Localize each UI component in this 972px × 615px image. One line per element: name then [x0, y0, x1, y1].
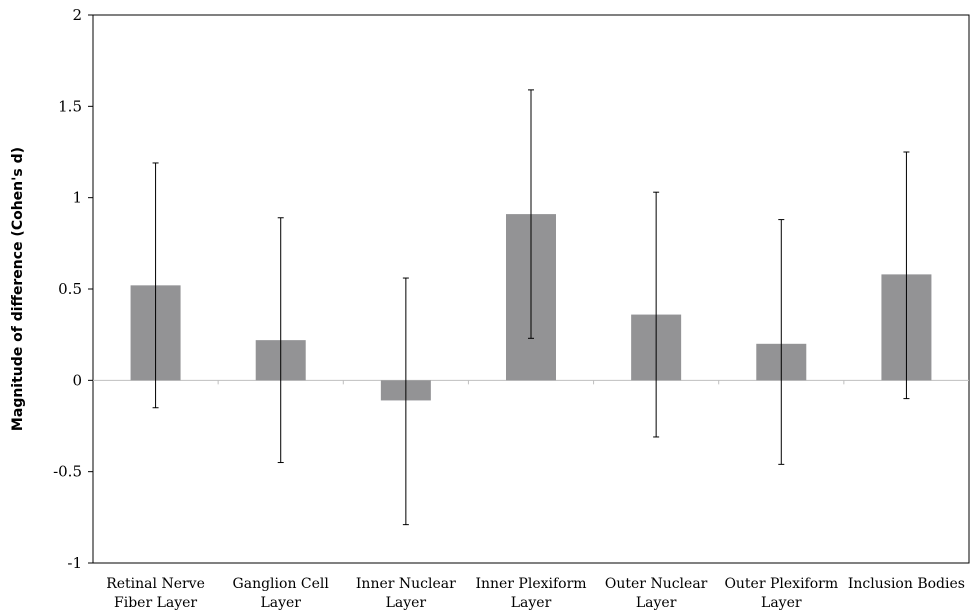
x-category-label: Retinal Nerve Fiber Layer — [106, 576, 205, 611]
x-category-label: Inner Nuclear Layer — [356, 576, 456, 611]
y-tick-label: -0.5 — [53, 463, 82, 481]
x-category-label: Inner Plexiform Layer — [475, 576, 586, 611]
y-tick-label: 1.5 — [58, 97, 82, 115]
y-axis-title: Magnitude of difference (Cohen's d) — [10, 147, 26, 431]
y-tick-label: -1 — [67, 554, 82, 572]
x-category-label: Inclusion Bodies — [848, 576, 965, 592]
error-bars-group — [152, 89, 910, 526]
x-category-label: Outer Nuclear Layer — [605, 576, 708, 611]
y-tick-label: 0 — [72, 371, 82, 389]
x-axis-labels: Retinal Nerve Fiber Layer Ganglion Cell Lay… — [106, 576, 965, 611]
x-category-label: Outer Plexiform Layer — [724, 576, 838, 611]
y-tick-label: 0.5 — [58, 280, 82, 298]
x-category-label: Ganglion Cell Layer — [233, 576, 330, 611]
y-axis: -1 -0.5 0 0.5 1 1.5 2 — [53, 6, 93, 572]
y-tick-label: 2 — [72, 6, 82, 24]
y-tick-label: 1 — [72, 189, 82, 207]
